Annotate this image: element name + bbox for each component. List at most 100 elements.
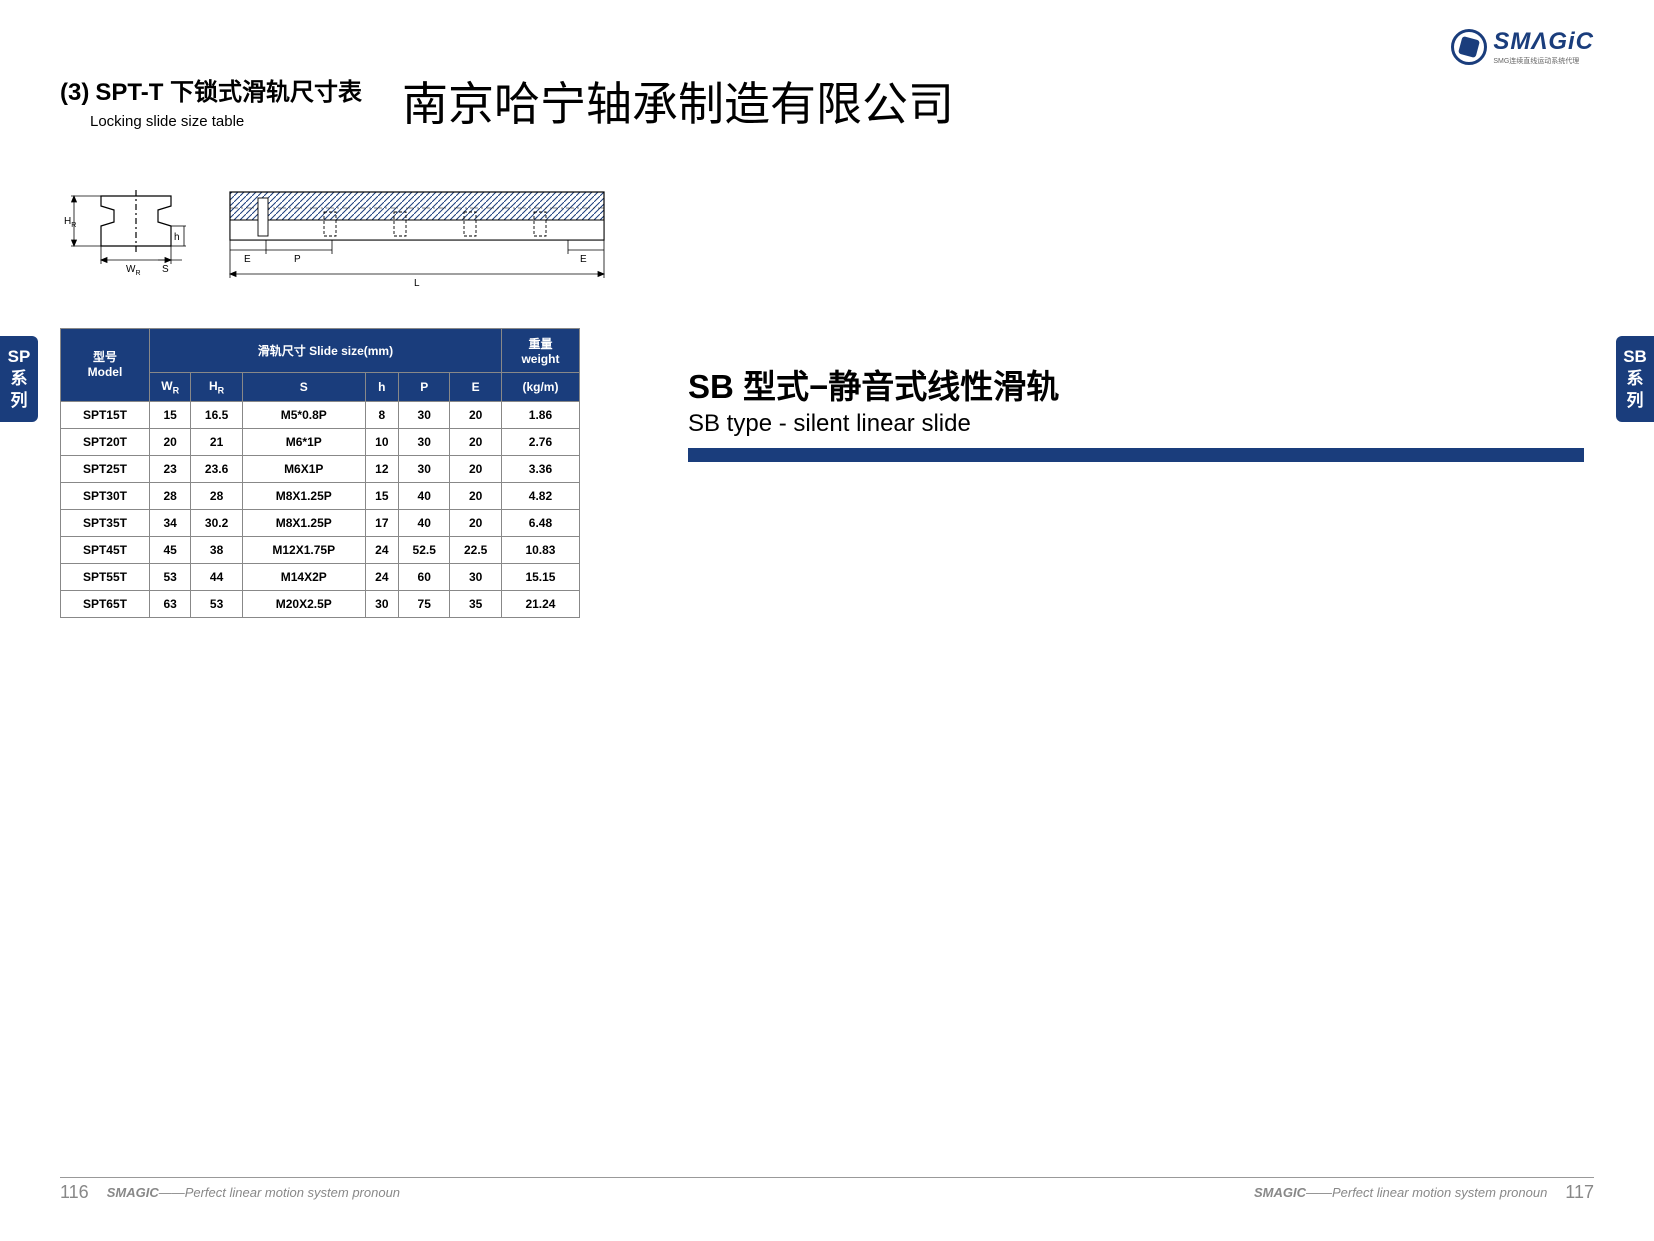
section-title-en: Locking slide size table <box>90 113 362 130</box>
cell: 21.24 <box>501 591 579 618</box>
cell: 15.15 <box>501 564 579 591</box>
col-0: WR <box>149 373 190 402</box>
cell: 3.36 <box>501 456 579 483</box>
cell-model: SPT55T <box>61 564 150 591</box>
cell: 20 <box>450 456 501 483</box>
cell-model: SPT30T <box>61 483 150 510</box>
company-name: 南京哈宁轴承制造有限公司 <box>402 68 954 134</box>
page-number-right: 117 <box>1565 1182 1594 1203</box>
section-number: (3) <box>60 79 89 106</box>
cell: 16.5 <box>191 402 242 429</box>
cell: 30 <box>399 429 450 456</box>
technical-diagrams: HR h WR S <box>46 184 612 288</box>
cell: 28 <box>149 483 190 510</box>
cell: 40 <box>399 483 450 510</box>
cell-model: SPT35T <box>61 510 150 537</box>
col-group-weight: 重量weight <box>501 329 579 373</box>
col-model: 型号Model <box>61 329 150 402</box>
cell: 4.82 <box>501 483 579 510</box>
col-1: HR <box>191 373 242 402</box>
right-section-title: SB 型式−静音式线性滑轨 SB type - silent linear sl… <box>688 360 1584 462</box>
cell-model: SPT20T <box>61 429 150 456</box>
cell: 40 <box>399 510 450 537</box>
svg-text:L: L <box>414 278 420 288</box>
cell: 63 <box>149 591 190 618</box>
cell: 30 <box>365 591 398 618</box>
cell: 21 <box>191 429 242 456</box>
cell: M14X2P <box>242 564 365 591</box>
cell: 34 <box>149 510 190 537</box>
cell-model: SPT15T <box>61 402 150 429</box>
cell: M8X1.25P <box>242 483 365 510</box>
cell: 6.48 <box>501 510 579 537</box>
right-title-bar <box>688 448 1584 462</box>
cell: 44 <box>191 564 242 591</box>
footer-tagline-right: SMAGIC——Perfect linear motion system pro… <box>1254 1185 1547 1200</box>
cell: 20 <box>450 510 501 537</box>
cell: M20X2.5P <box>242 591 365 618</box>
cell: M8X1.25P <box>242 510 365 537</box>
cell: 35 <box>450 591 501 618</box>
table-row: SPT65T6353M20X2.5P30753521.24 <box>61 591 580 618</box>
section-title-zh: SPT-T 下锁式滑轨尺寸表 <box>95 79 362 106</box>
cell: 52.5 <box>399 537 450 564</box>
svg-text:E: E <box>244 254 251 265</box>
cell: 15 <box>149 402 190 429</box>
cell: M6X1P <box>242 456 365 483</box>
cell: 24 <box>365 564 398 591</box>
right-title-sub: SB type - silent linear slide <box>688 410 1584 438</box>
cell: 17 <box>365 510 398 537</box>
col-4: P <box>399 373 450 402</box>
cell: 28 <box>191 483 242 510</box>
cell-model: SPT25T <box>61 456 150 483</box>
footer-tagline-left: SMAGIC——Perfect linear motion system pro… <box>107 1185 400 1200</box>
cell: 2.76 <box>501 429 579 456</box>
logo-text: SMΛGiC <box>1493 28 1594 56</box>
cell: 45 <box>149 537 190 564</box>
cell: 20 <box>450 429 501 456</box>
dimension-table: 型号Model 滑轨尺寸 Slide size(mm) 重量weight WRH… <box>60 328 580 618</box>
page-number-left: 116 <box>60 1182 89 1203</box>
col-3: h <box>365 373 398 402</box>
cell: M5*0.8P <box>242 402 365 429</box>
table-row: SPT55T5344M14X2P24603015.15 <box>61 564 580 591</box>
svg-text:h: h <box>174 232 180 243</box>
cell: 8 <box>365 402 398 429</box>
series-tab-sb: SB系列 <box>1616 336 1654 422</box>
cell: 12 <box>365 456 398 483</box>
cell: 23 <box>149 456 190 483</box>
svg-text:P: P <box>294 254 301 265</box>
cell: 10 <box>365 429 398 456</box>
cell: M6*1P <box>242 429 365 456</box>
cell: M12X1.75P <box>242 537 365 564</box>
table-row: SPT45T4538M12X1.75P2452.522.510.83 <box>61 537 580 564</box>
cell: 60 <box>399 564 450 591</box>
series-tab-sp: SP系列 <box>0 336 38 422</box>
cell-model: SPT45T <box>61 537 150 564</box>
col-5: E <box>450 373 501 402</box>
cell: 38 <box>191 537 242 564</box>
cell: 15 <box>365 483 398 510</box>
cell: 30.2 <box>191 510 242 537</box>
cell: 20 <box>149 429 190 456</box>
table-row: SPT20T2021M6*1P1030202.76 <box>61 429 580 456</box>
logo-subtext: SMG连续直线运动系统代理 <box>1493 56 1594 66</box>
svg-text:E: E <box>580 254 587 265</box>
table-row: SPT30T2828M8X1.25P1540204.82 <box>61 483 580 510</box>
svg-text:WR: WR <box>126 264 141 277</box>
page-footer: 116 SMAGIC——Perfect linear motion system… <box>60 1177 1594 1203</box>
right-title-main: SB 型式−静音式线性滑轨 <box>688 360 1584 408</box>
cell: 24 <box>365 537 398 564</box>
cell: 30 <box>399 456 450 483</box>
cell: 22.5 <box>450 537 501 564</box>
table-row: SPT15T1516.5M5*0.8P830201.86 <box>61 402 580 429</box>
svg-text:HR: HR <box>64 216 76 229</box>
table-row: SPT35T3430.2M8X1.25P1740206.48 <box>61 510 580 537</box>
cell: 10.83 <box>501 537 579 564</box>
cell: 75 <box>399 591 450 618</box>
logo-mark-icon <box>1451 29 1487 65</box>
page-header: (3)SPT-T 下锁式滑轨尺寸表 Locking slide size tab… <box>60 72 1594 134</box>
col-2: S <box>242 373 365 402</box>
cell: 1.86 <box>501 402 579 429</box>
cell: 53 <box>191 591 242 618</box>
